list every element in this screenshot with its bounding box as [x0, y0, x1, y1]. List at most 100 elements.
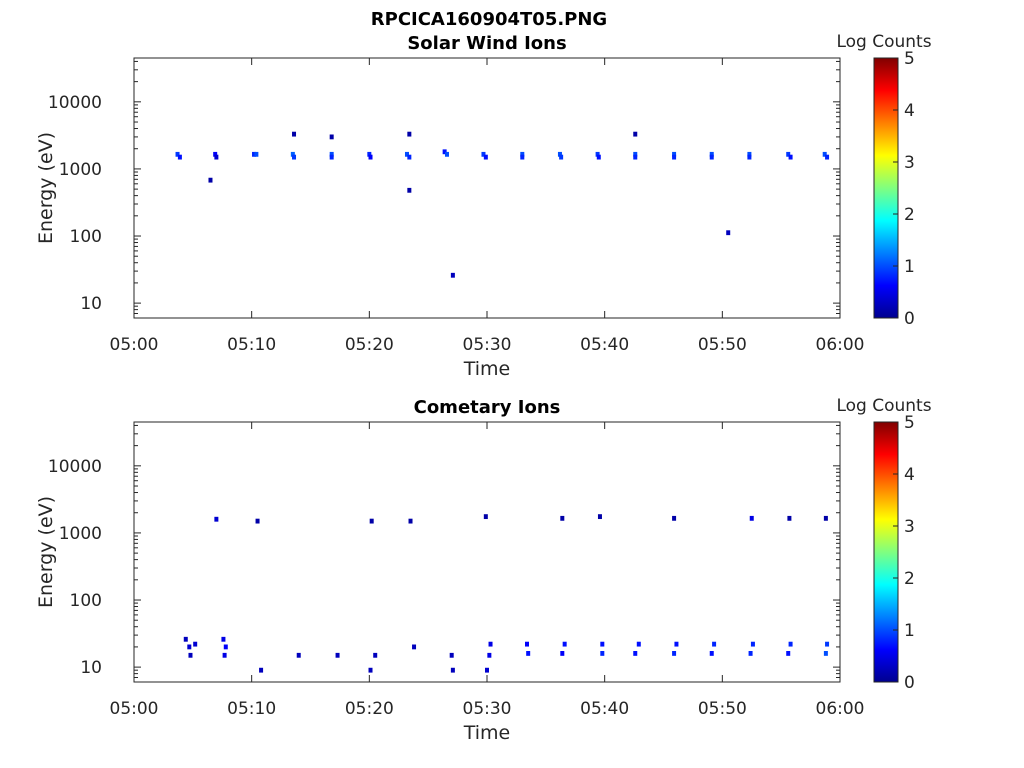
colorbar-label: Log Counts	[836, 396, 931, 416]
y-tick-label: 1000	[59, 524, 102, 544]
data-cell	[559, 154, 564, 160]
data-cell	[183, 636, 188, 642]
plot-frame	[133, 421, 841, 683]
data-cell	[636, 641, 641, 647]
colorbar-tick-label: 4	[904, 465, 915, 485]
figure-title: RPCICA160904T05.PNG	[371, 9, 607, 30]
data-cell	[786, 151, 791, 157]
data-cell	[188, 652, 193, 658]
data-cell	[562, 641, 567, 647]
data-cell	[600, 651, 605, 656]
panel-title: Solar Wind Ions	[407, 33, 566, 54]
colorbar-tick-label: 3	[904, 517, 915, 537]
colorbar-tick-label: 0	[904, 673, 915, 693]
x-tick-label: 05:00	[110, 699, 159, 719]
colorbar-gradient	[873, 57, 899, 319]
data-cell	[290, 151, 295, 157]
data-cell	[672, 651, 677, 656]
data-cell	[444, 151, 449, 157]
panel-title: Cometary Ions	[414, 397, 561, 418]
data-cell	[214, 516, 219, 522]
data-cell	[786, 651, 791, 656]
colorbar-tick-label: 3	[904, 153, 915, 173]
x-axis-label: Time	[463, 722, 511, 744]
data-cell	[404, 151, 409, 157]
data-cell	[672, 151, 677, 157]
x-tick-label: 06:00	[816, 335, 865, 355]
data-cell	[487, 652, 492, 658]
data-cell	[407, 187, 412, 193]
data-cell	[223, 644, 228, 650]
x-axis-label: Time	[463, 358, 511, 380]
data-cell	[560, 515, 565, 521]
data-cell	[481, 151, 486, 157]
colorbar-tick-label: 2	[904, 569, 915, 589]
data-cell	[412, 644, 417, 650]
data-cell	[483, 514, 488, 520]
data-cell	[822, 151, 827, 157]
data-cell	[329, 151, 334, 157]
x-tick-label: 05:10	[227, 699, 276, 719]
data-cell	[213, 151, 218, 157]
data-cell	[450, 272, 455, 278]
data-cell	[672, 154, 677, 160]
data-cell	[368, 154, 373, 160]
data-cell	[407, 131, 412, 137]
x-tick-label: 05:20	[345, 699, 394, 719]
y-tick-label: 10000	[48, 93, 102, 113]
data-cell	[329, 134, 334, 140]
data-cell	[600, 641, 605, 647]
data-cell	[823, 651, 828, 656]
data-cell	[633, 154, 638, 160]
data-cell	[193, 641, 198, 647]
data-cell	[560, 651, 565, 656]
panel-solar-wind-ions: Solar Wind Ions 05:00 05:10 05:20 05:30 05:40…	[35, 32, 932, 380]
data-cell	[788, 154, 793, 160]
colorbar-tick-label: 0	[904, 309, 915, 329]
data-cell	[787, 515, 792, 521]
data-cell	[208, 177, 213, 183]
data-cell	[442, 149, 447, 155]
data-cell	[709, 651, 714, 656]
data-cell	[407, 154, 412, 160]
data-cell	[483, 154, 488, 160]
colorbar-tick-label: 5	[904, 49, 915, 69]
data-cell	[175, 151, 180, 157]
y-tick-label: 100	[70, 227, 102, 247]
data-cell	[329, 154, 334, 160]
data-cell	[825, 154, 830, 160]
x-tick-label: 05:40	[580, 335, 629, 355]
data-cell	[525, 641, 530, 647]
x-tick-label: 05:30	[463, 699, 512, 719]
data-cell	[749, 515, 754, 521]
colorbar-label: Log Counts	[836, 32, 931, 52]
colorbar-tick-label: 1	[904, 621, 915, 641]
data-cell	[633, 651, 638, 656]
colorbar: Log Counts 0 1 2 3 4 5	[836, 396, 931, 693]
y-tick-label: 10	[80, 294, 102, 314]
data-cell	[747, 151, 752, 157]
data-cell	[450, 667, 455, 673]
plot-frame	[133, 57, 841, 319]
y-tick-label: 100	[70, 591, 102, 611]
data-cell	[292, 154, 297, 160]
data-cell	[557, 151, 562, 157]
data-cell	[788, 641, 793, 647]
data-cell	[369, 518, 374, 524]
data-cell	[296, 652, 301, 658]
data-cell	[408, 518, 413, 524]
data-cell	[485, 667, 489, 673]
data-cell	[674, 641, 679, 647]
data-cell	[177, 154, 182, 160]
data-cell	[259, 667, 264, 673]
data-cell	[335, 652, 340, 658]
data-cell	[254, 151, 259, 157]
x-tick-label: 05:10	[227, 335, 276, 355]
data-cell	[709, 151, 714, 157]
x-tick-label: 05:40	[580, 699, 629, 719]
data-cell	[633, 151, 638, 157]
data-cell	[712, 641, 717, 647]
colorbar-tick-label: 4	[904, 101, 915, 121]
